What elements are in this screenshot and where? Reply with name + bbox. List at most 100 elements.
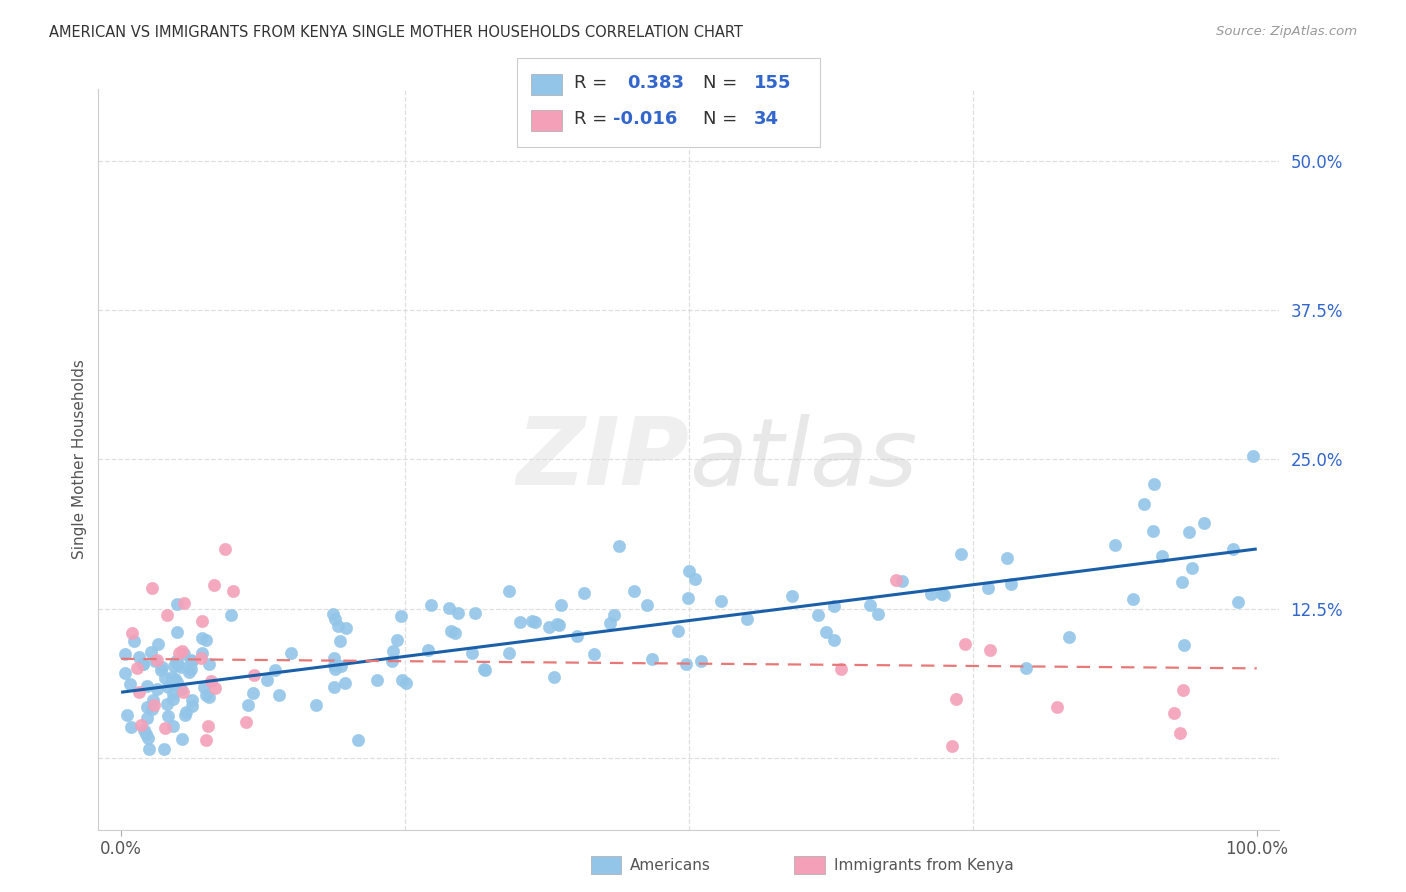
Point [198,657,221,671]
Text: 0.383: 0.383 [627,74,685,92]
Point [1000,576,1022,591]
Point [381,644,404,658]
Point [131,657,153,672]
Point [167,646,190,660]
Point [995,551,1018,566]
Point [548,618,571,632]
Text: Source: ZipAtlas.com: Source: ZipAtlas.com [1216,25,1357,38]
Point [280,646,302,660]
Point [305,698,328,712]
Point [1173,638,1195,652]
Point [420,598,443,612]
Point [565,630,588,644]
Point [668,624,690,638]
Point [868,607,890,621]
Point [1059,630,1081,644]
Text: Immigrants from Kenya: Immigrants from Kenya [834,858,1014,872]
Point [780,589,803,603]
Point [366,673,388,688]
Point [163,658,186,673]
Point [474,664,496,678]
Point [322,658,344,673]
Point [128,685,150,699]
Point [143,698,166,712]
Text: R =: R = [574,110,607,128]
Point [886,573,908,587]
Point [830,662,852,676]
Point [675,657,697,671]
Point [945,691,967,706]
Point [191,646,214,660]
Point [815,624,838,639]
Y-axis label: Single Mother Households: Single Mother Households [72,359,87,559]
Point [135,727,157,741]
Point [118,676,141,690]
Text: 155: 155 [754,74,792,92]
Point [236,698,259,712]
Point [550,599,572,613]
Point [136,679,159,693]
Point [689,654,711,668]
Point [323,612,346,626]
Point [1168,726,1191,740]
Point [498,646,520,660]
Point [1173,683,1195,698]
Point [180,662,202,676]
Point [219,607,242,622]
Point [416,642,439,657]
Point [1170,575,1192,590]
Point [163,672,186,686]
Point [326,619,349,633]
Point [162,691,184,706]
Point [202,578,225,592]
Point [1163,706,1185,721]
Point [198,690,221,705]
Point [114,647,136,661]
Point [149,663,172,677]
Point [152,741,174,756]
Point [1227,595,1250,609]
Text: -0.016: -0.016 [613,110,678,128]
Point [122,634,145,648]
Point [1194,516,1216,530]
Point [214,541,236,556]
Point [135,711,157,725]
Point [153,671,176,685]
Point [1142,524,1164,538]
Point [806,607,828,622]
Point [524,615,547,630]
Point [141,581,163,595]
Point [136,731,159,745]
Point [391,673,413,687]
Point [329,658,352,673]
Point [180,654,202,668]
Point [165,654,187,668]
Point [322,650,344,665]
Point [191,631,214,645]
Point [194,688,217,702]
Point [823,633,845,648]
Point [148,637,170,651]
Point [235,715,257,730]
Point [180,699,202,714]
Point [121,626,143,640]
Point [735,612,758,626]
Point [623,583,645,598]
Point [162,686,184,700]
Point [335,676,357,690]
Point [142,693,165,707]
Point [607,539,630,553]
Point [641,652,664,666]
Point [395,676,418,690]
Point [200,674,222,689]
Point [1104,538,1126,552]
Point [1046,700,1069,714]
Point [176,705,198,719]
Point [387,633,409,648]
Point [156,680,179,694]
Point [941,739,963,753]
Point [141,645,163,659]
Point [329,634,352,648]
Point [166,657,188,672]
Point [153,721,176,735]
